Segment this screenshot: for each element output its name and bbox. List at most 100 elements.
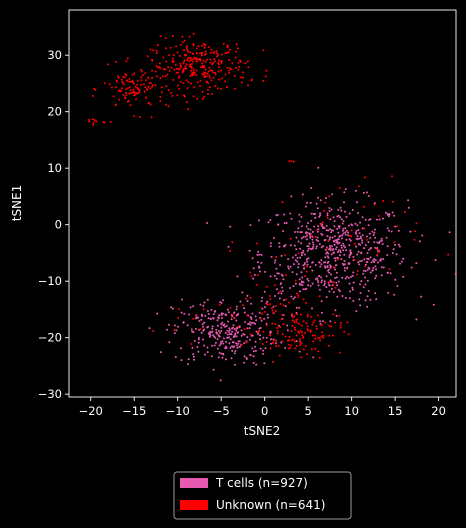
scatter-point	[299, 330, 302, 332]
scatter-point	[358, 298, 361, 301]
scatter-point	[203, 301, 206, 304]
scatter-point	[316, 207, 319, 210]
scatter-point	[284, 305, 287, 308]
scatter-point	[344, 210, 346, 213]
scatter-point	[324, 261, 327, 264]
scatter-point	[344, 231, 347, 234]
scatter-point	[184, 95, 186, 98]
scatter-point	[172, 78, 175, 81]
scatter-point	[197, 350, 200, 353]
scatter-point	[192, 95, 195, 98]
scatter-point	[367, 258, 370, 260]
scatter-point	[314, 348, 317, 350]
scatter-point	[230, 68, 233, 71]
scatter-point	[339, 249, 341, 252]
scatter-point	[293, 315, 296, 318]
scatter-point	[279, 290, 282, 293]
y-tick-label: −10	[38, 274, 62, 288]
x-tick-label: 15	[388, 404, 403, 418]
scatter-point	[372, 234, 375, 236]
scatter-point	[210, 79, 213, 82]
scatter-point	[320, 246, 323, 249]
scatter-point	[275, 277, 278, 280]
scatter-point	[355, 232, 358, 235]
scatter-point	[306, 260, 309, 263]
scatter-point	[164, 68, 167, 71]
scatter-point	[245, 297, 248, 300]
scatter-point	[264, 306, 266, 309]
scatter-point	[265, 285, 268, 288]
scatter-point	[191, 330, 194, 333]
scatter-point	[106, 63, 109, 66]
scatter-point	[273, 284, 276, 287]
scatter-point	[191, 60, 194, 63]
scatter-point	[315, 245, 318, 248]
scatter-point	[329, 228, 332, 231]
scatter-point	[122, 83, 125, 86]
scatter-point	[338, 254, 341, 257]
scatter-point	[270, 342, 273, 345]
scatter-point	[218, 66, 221, 68]
scatter-point	[231, 62, 234, 65]
scatter-point	[363, 269, 365, 272]
scatter-point	[306, 315, 309, 318]
scatter-point	[364, 270, 367, 272]
scatter-point	[306, 353, 309, 356]
scatter-point	[373, 261, 376, 263]
scatter-point	[249, 323, 252, 326]
scatter-point	[150, 116, 153, 119]
scatter-point	[161, 75, 164, 78]
scatter-point	[152, 49, 155, 52]
scatter-point	[174, 356, 177, 358]
scatter-point	[179, 347, 182, 350]
scatter-point	[162, 68, 165, 71]
scatter-point	[311, 247, 314, 250]
scatter-point	[363, 176, 366, 179]
scatter-point	[233, 311, 236, 314]
scatter-point	[324, 256, 327, 259]
scatter-point	[331, 245, 333, 248]
scatter-point	[91, 94, 94, 97]
scatter-point	[359, 304, 362, 307]
scatter-point	[343, 267, 346, 269]
scatter-point	[272, 305, 275, 308]
scatter-point	[334, 239, 337, 242]
scatter-point	[386, 254, 389, 256]
scatter-point	[325, 286, 328, 289]
scatter-point	[395, 253, 398, 256]
scatter-point	[199, 85, 201, 88]
scatter-point	[129, 89, 132, 92]
scatter-point	[149, 87, 152, 90]
scatter-point	[295, 292, 298, 295]
scatter-point	[134, 85, 137, 88]
scatter-point	[229, 338, 232, 341]
legend-label-t-cells: T cells (n=927)	[215, 476, 308, 490]
scatter-point	[333, 235, 336, 238]
scatter-point	[338, 314, 341, 317]
scatter-point	[357, 229, 360, 231]
legend-box	[173, 471, 352, 520]
scatter-point	[214, 71, 216, 74]
scatter-point	[206, 326, 209, 329]
scatter-point	[159, 35, 162, 38]
scatter-point	[229, 249, 232, 252]
scatter-point	[234, 87, 237, 90]
scatter-point	[314, 235, 317, 238]
scatter-point	[185, 47, 188, 49]
scatter-point	[186, 48, 189, 51]
scatter-point	[310, 187, 313, 189]
scatter-point	[384, 211, 387, 214]
scatter-point	[180, 66, 183, 69]
scatter-point	[336, 251, 339, 253]
scatter-point	[322, 245, 325, 248]
scatter-point	[335, 314, 338, 317]
scatter-point	[409, 230, 412, 233]
scatter-point	[373, 203, 376, 206]
scatter-point	[175, 71, 178, 74]
scatter-point	[353, 258, 356, 261]
scatter-point	[321, 225, 324, 228]
scatter-point	[327, 269, 329, 272]
scatter-point	[265, 336, 268, 339]
scatter-point	[323, 210, 326, 212]
scatter-point	[366, 191, 368, 194]
